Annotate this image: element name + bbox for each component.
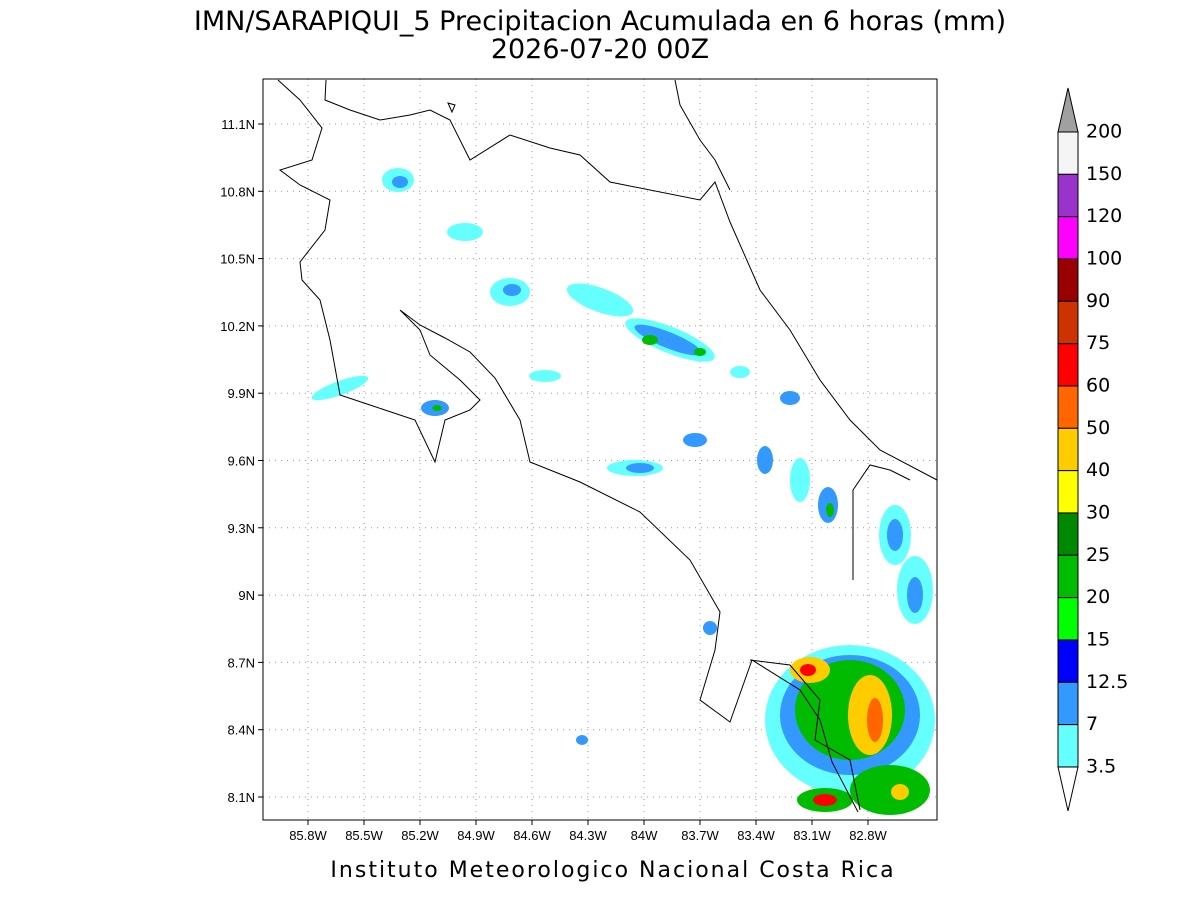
colorbar-label: 150	[1086, 163, 1122, 185]
x-tick-label: 83.4W	[737, 828, 775, 843]
y-tick-label: 9.9N	[228, 386, 255, 401]
colorbar-box	[1057, 512, 1079, 556]
x-tick-label: 85.8W	[289, 828, 327, 843]
colorbar-box	[1057, 300, 1079, 345]
colorbar-box	[1057, 385, 1079, 429]
colorbar-box	[1057, 131, 1079, 175]
colorbar-label: 12.5	[1086, 671, 1128, 693]
colorbar-box	[1057, 173, 1079, 218]
colorbar-box	[1057, 597, 1079, 641]
y-tick-label: 10.5N	[220, 252, 255, 267]
colorbar-box	[1057, 216, 1079, 260]
colorbar-label: 15	[1086, 628, 1110, 650]
colorbar-box	[1057, 470, 1079, 514]
colorbar-label: 25	[1086, 544, 1110, 566]
x-tick-label: 83.7W	[681, 828, 719, 843]
colorbar-box	[1057, 554, 1079, 599]
colorbar-box	[1057, 724, 1079, 768]
colorbar: 200 150 120 100 90 75 60 50 40 30 25 20 15 12.5 7 3.5	[1057, 87, 1128, 812]
y-tick-label: 9.3N	[228, 521, 255, 536]
colorbar-box	[1057, 681, 1079, 726]
colorbar-box	[1057, 427, 1079, 472]
colorbar-label: 7	[1086, 713, 1098, 735]
y-tick-label: 10.8N	[220, 184, 255, 199]
colorbar-box	[1057, 343, 1079, 387]
colorbar-label: 75	[1086, 332, 1110, 354]
y-tick-label: 8.1N	[228, 790, 255, 805]
x-tick-label: 84.3W	[569, 828, 607, 843]
x-tick-label: 84.6W	[513, 828, 551, 843]
colorbar-label: 30	[1086, 501, 1110, 523]
colorbar-bottom-arrow	[1057, 766, 1079, 812]
y-tick-label: 9.6N	[228, 454, 255, 469]
subtitle: 2026-07-20 00Z	[491, 34, 709, 65]
footer: Instituto Meteorologico Nacional Costa R…	[330, 858, 895, 883]
y-tick-label: 9N	[238, 588, 255, 603]
colorbar-label: 60	[1086, 374, 1110, 396]
x-tick-label: 83.1W	[793, 828, 831, 843]
colorbar-label: 200	[1086, 121, 1122, 143]
x-tick-label: 85.2W	[401, 828, 439, 843]
colorbar-label: 90	[1086, 290, 1110, 312]
colorbar-label: 100	[1086, 247, 1122, 269]
y-tick-label: 8.4N	[228, 723, 255, 738]
colorbar-label: 40	[1086, 459, 1110, 481]
colorbar-box	[1057, 258, 1079, 302]
grid	[258, 79, 937, 825]
x-tick-label: 84W	[631, 828, 658, 843]
y-tick-label: 11.1N	[221, 117, 255, 132]
y-tick-label: 8.7N	[228, 655, 255, 670]
x-tick-label: 82.8W	[849, 828, 887, 843]
colorbar-label: 50	[1086, 417, 1110, 439]
x-tick-label: 85.5W	[345, 828, 383, 843]
x-tick-label: 84.9W	[457, 828, 495, 843]
colorbar-top-arrow	[1057, 87, 1079, 133]
title: IMN/SARAPIQUI_5 Precipitacion Acumulada …	[194, 6, 1006, 37]
colorbar-label: 20	[1086, 586, 1110, 608]
y-tick-label: 10.2N	[220, 319, 255, 334]
map-frame	[262, 78, 938, 821]
coastlines	[277, 79, 938, 813]
precipitation	[311, 168, 935, 815]
colorbar-box	[1057, 639, 1079, 683]
colorbar-label: 3.5	[1086, 755, 1116, 777]
colorbar-label: 120	[1086, 205, 1122, 227]
